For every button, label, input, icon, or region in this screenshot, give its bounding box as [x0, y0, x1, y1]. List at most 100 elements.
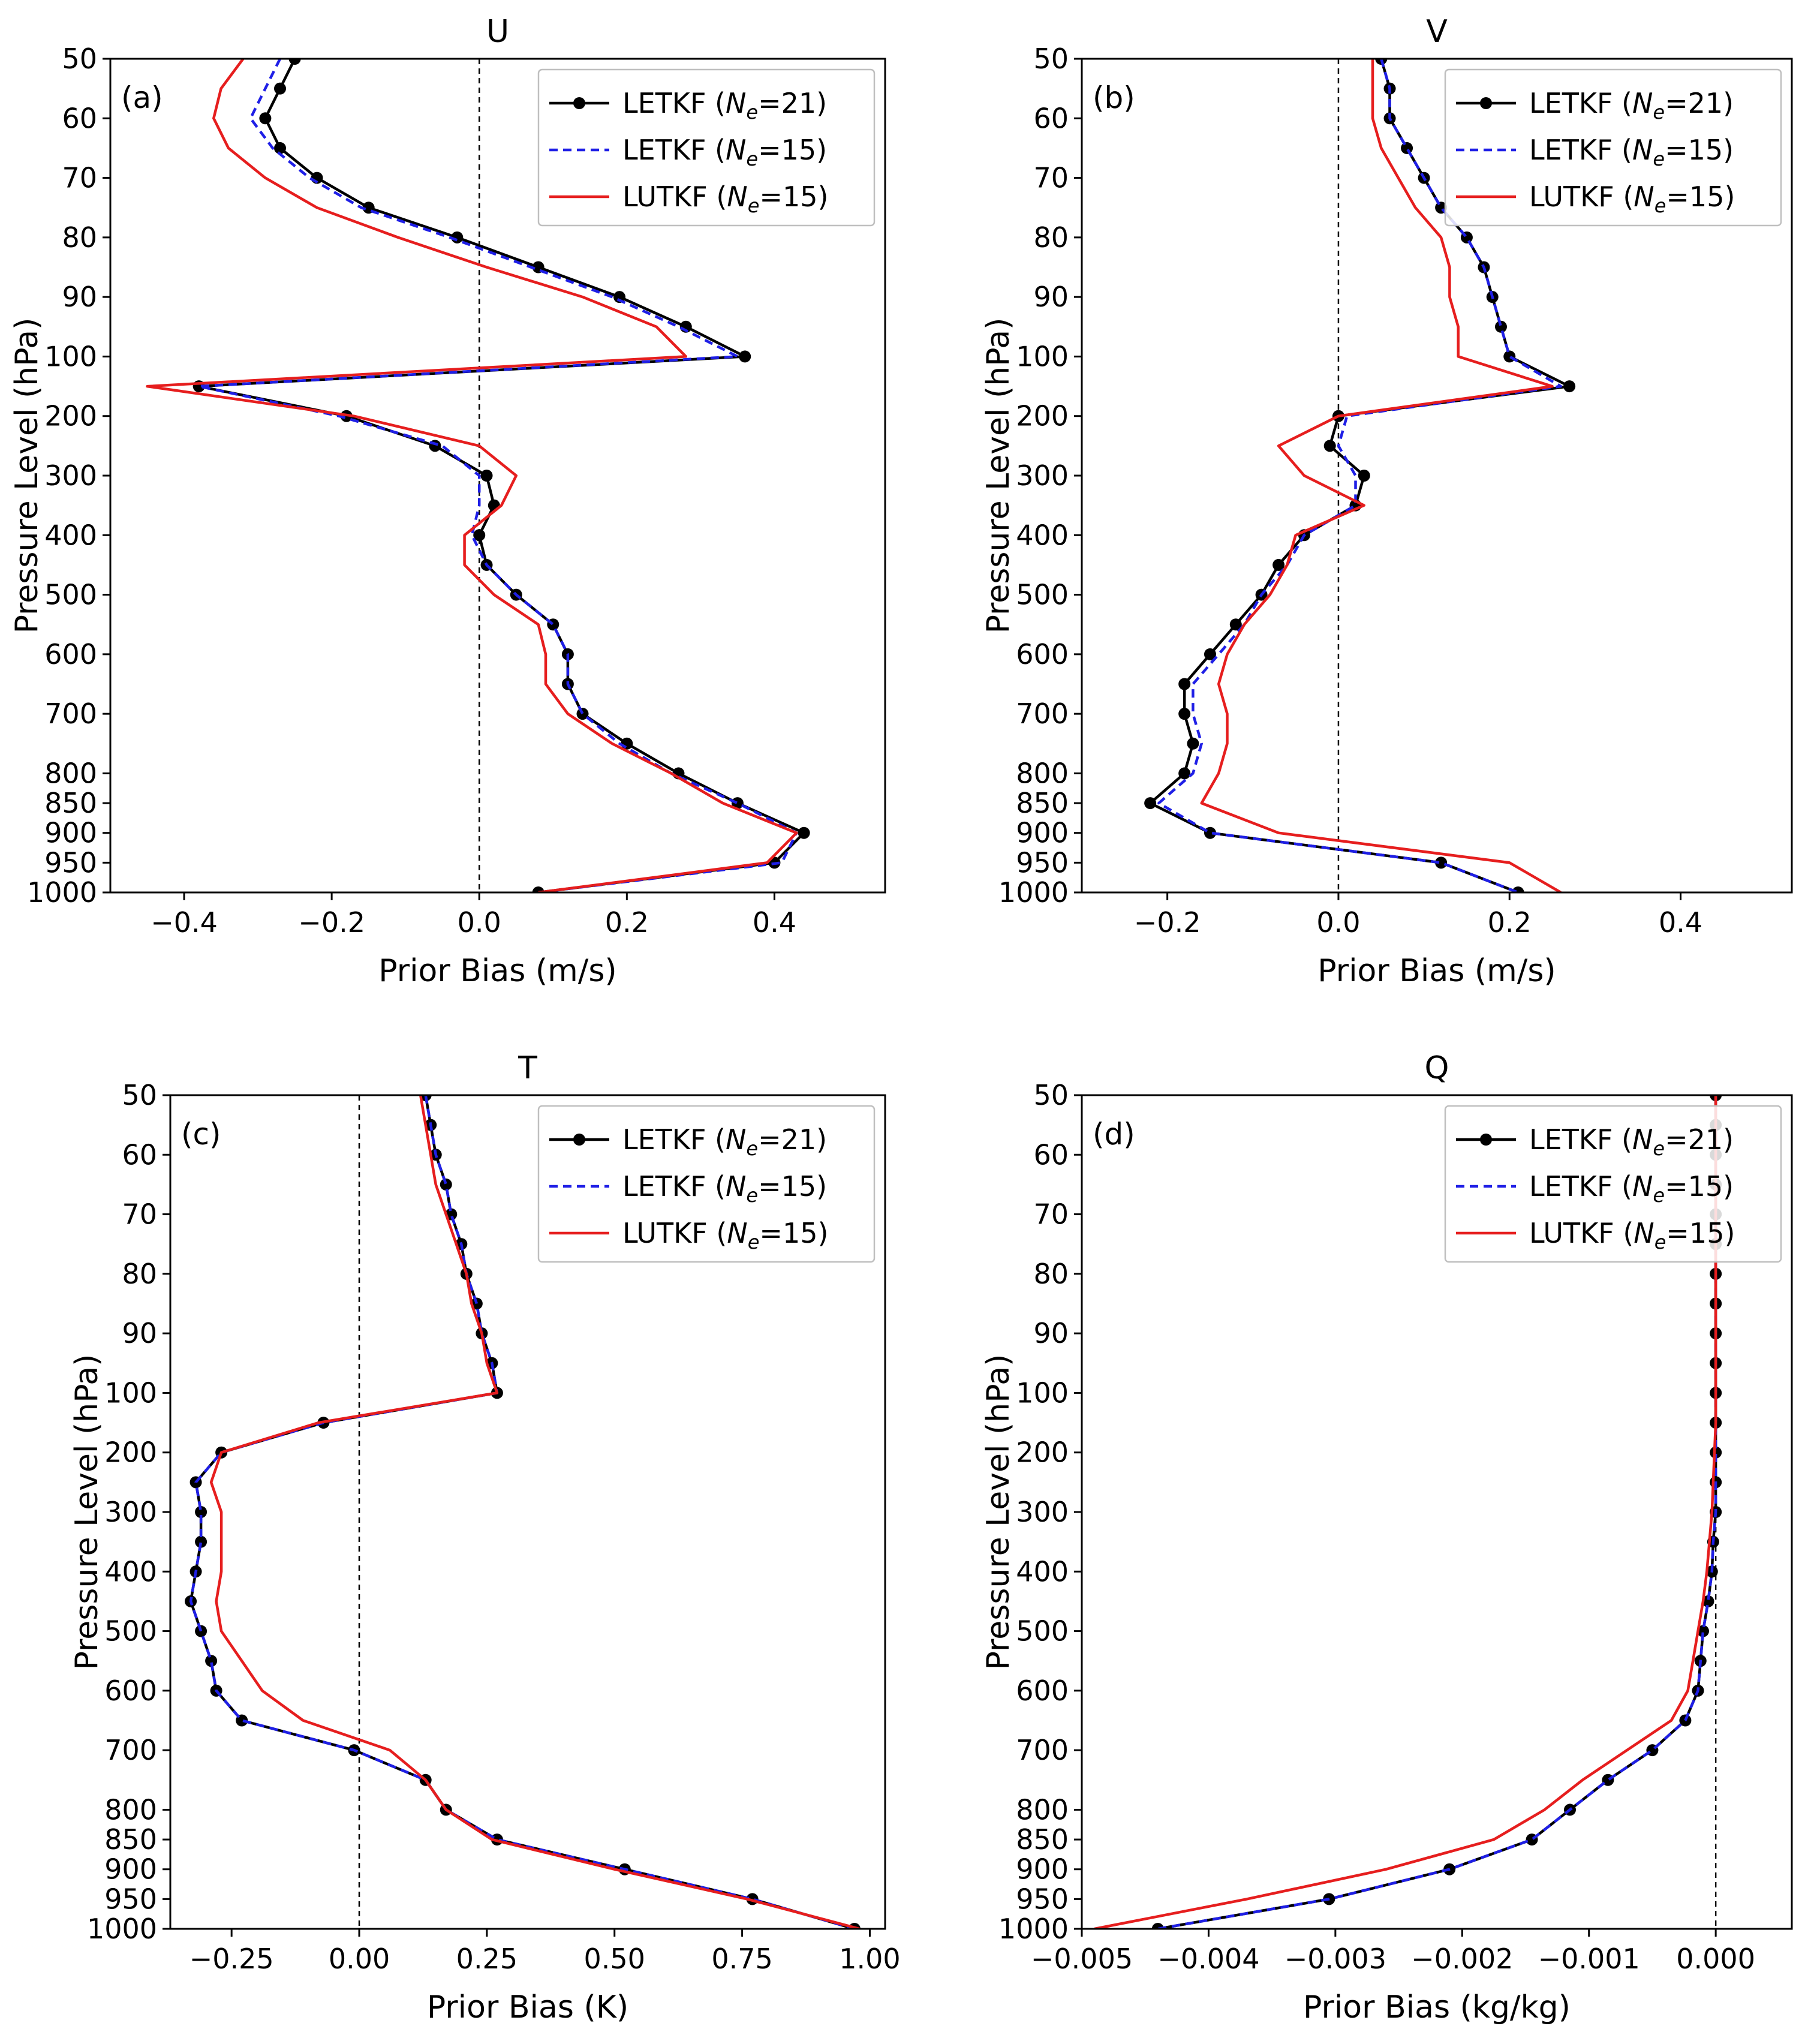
y-tick-label: 60 [1033, 1138, 1069, 1171]
y-tick-label: 90 [1033, 1317, 1069, 1349]
chart-title: Q [1425, 1050, 1449, 1086]
x-tick-label: −0.25 [189, 1943, 274, 1975]
legend: LETKF (Ne=21) LETKF (Ne=15) LUTKF (Ne=15) [537, 1105, 876, 1263]
series-line [209, 1095, 860, 1929]
data-point [576, 708, 589, 720]
legend-label: LUTKF (Ne=15) [1529, 181, 1735, 217]
y-tick-label: 50 [62, 43, 97, 75]
data-point [274, 142, 287, 154]
y-tick-label: 300 [1016, 459, 1069, 492]
x-tick-label: 0.2 [1488, 906, 1532, 939]
series-group [146, 59, 810, 892]
y-axis-label: Pressure Level (hPa) [980, 318, 1016, 634]
data-point [259, 112, 272, 125]
y-tick-label: 850 [1016, 1823, 1069, 1856]
y-tick-label: 700 [44, 698, 97, 730]
x-tick-label: −0.001 [1538, 1943, 1640, 1975]
series-line [146, 59, 798, 892]
panel-label: (c) [181, 1117, 221, 1152]
y-tick-label: 100 [44, 340, 97, 372]
chart-title: T [518, 1050, 537, 1086]
data-point [1178, 767, 1191, 780]
chart-title: V [1426, 14, 1448, 50]
data-point [274, 82, 287, 95]
y-axis-label: Pressure Level (hPa) [69, 1354, 105, 1670]
data-point [1323, 440, 1336, 452]
y-tick-label: 100 [104, 1376, 157, 1409]
y-tick-label: 80 [1033, 221, 1069, 254]
legend-marker [573, 1134, 585, 1146]
series-line [189, 1095, 855, 1929]
y-tick-label: 300 [104, 1496, 157, 1528]
x-tick-label: −0.004 [1157, 1943, 1259, 1975]
x-tick-label: 0.000 [1676, 1943, 1755, 1975]
data-point [1229, 618, 1242, 631]
panel-label: (d) [1093, 1117, 1135, 1152]
data-point [1144, 797, 1157, 810]
y-tick-label: 50 [122, 1079, 157, 1111]
data-point [1401, 142, 1413, 154]
y-tick-label: 500 [44, 579, 97, 611]
legend: LETKF (Ne=21) LETKF (Ne=15) LUTKF (Ne=15) [1444, 1105, 1782, 1263]
y-tick-label: 950 [1016, 846, 1069, 879]
y-tick-label: 600 [104, 1675, 157, 1707]
y-tick-label: 1000 [87, 1913, 157, 1945]
y-tick-label: 500 [1016, 1615, 1069, 1648]
y-tick-label: 70 [122, 1198, 157, 1231]
chart-panel-t: T 50 60 70 80 90 100 200 300 400 500 600 700 80085090… [69, 1050, 901, 2025]
legend-marker [1480, 97, 1492, 109]
legend-label: LETKF (Ne=21) [622, 87, 827, 124]
data-point [1697, 1625, 1709, 1637]
y-tick-label: 700 [1016, 1734, 1069, 1766]
x-tick-label: 0.0 [1316, 906, 1360, 939]
y-tick-label: 900 [44, 817, 97, 849]
y-tick-label: 300 [44, 459, 97, 492]
y-tick-label: 80 [1033, 1258, 1069, 1290]
x-tick-label: 1.00 [839, 1943, 900, 1975]
x-tick-label: −0.2 [1134, 906, 1201, 939]
series-line [1200, 59, 1562, 892]
legend-box [537, 1105, 876, 1263]
y-tick-label: 500 [1016, 579, 1069, 611]
y-tick-label: 600 [1016, 638, 1069, 671]
series-group [1144, 59, 1576, 892]
y-tick-label: 900 [1016, 817, 1069, 849]
legend-label: LETKF (Ne=15) [1529, 134, 1734, 170]
data-point [1494, 320, 1507, 333]
data-point [195, 1506, 207, 1518]
x-tick-label: −0.4 [151, 906, 218, 939]
chart-panel-q: Q 50 60 70 80 90 100 200 300 400 500 600 700 80085090… [980, 1050, 1793, 2025]
data-point [236, 1714, 248, 1727]
series-group [185, 1095, 861, 1929]
y-tick-label: 90 [1033, 281, 1069, 313]
x-axis-label: Prior Bias (m/s) [1317, 953, 1556, 989]
x-tick-label: 0.25 [456, 1943, 518, 1975]
legend: LETKF (Ne=21) LETKF (Ne=15) LUTKF (Ne=15) [1444, 68, 1782, 227]
chart-panel-u: U 50 60 70 80 90 100 200 300 400 500 600 700 80085090… [9, 14, 886, 989]
x-axis-label: Prior Bias (K) [427, 1989, 628, 2025]
x-tick-label: 0.4 [1659, 906, 1702, 939]
y-tick-label: 1000 [998, 1913, 1069, 1945]
y-tick-label: 200 [44, 400, 97, 432]
y-tick-label: 70 [62, 162, 97, 194]
y-tick-label: 800 [1016, 757, 1069, 789]
y-axis-label: Pressure Level (hPa) [9, 318, 45, 634]
y-tick-label: 100 [1016, 1376, 1069, 1409]
legend-label: LUTKF (Ne=15) [622, 1217, 828, 1254]
data-point [1187, 737, 1199, 750]
y-tick-label: 70 [1033, 162, 1069, 194]
y-tick-label: 950 [104, 1883, 157, 1915]
series-line [1157, 59, 1563, 892]
y-tick-label: 200 [104, 1436, 157, 1469]
data-point [1503, 350, 1516, 363]
panel-label: (a) [121, 80, 163, 115]
x-tick-label: −0.005 [1031, 1943, 1133, 1975]
y-tick-label: 900 [1016, 1853, 1069, 1886]
y-tick-label: 200 [1016, 1436, 1069, 1469]
y-tick-label: 1000 [27, 876, 97, 909]
x-tick-label: 0.00 [329, 1943, 390, 1975]
y-tick-label: 950 [1016, 1883, 1069, 1915]
series-line [197, 59, 798, 892]
y-axis-label: Pressure Level (hPa) [980, 1354, 1016, 1670]
